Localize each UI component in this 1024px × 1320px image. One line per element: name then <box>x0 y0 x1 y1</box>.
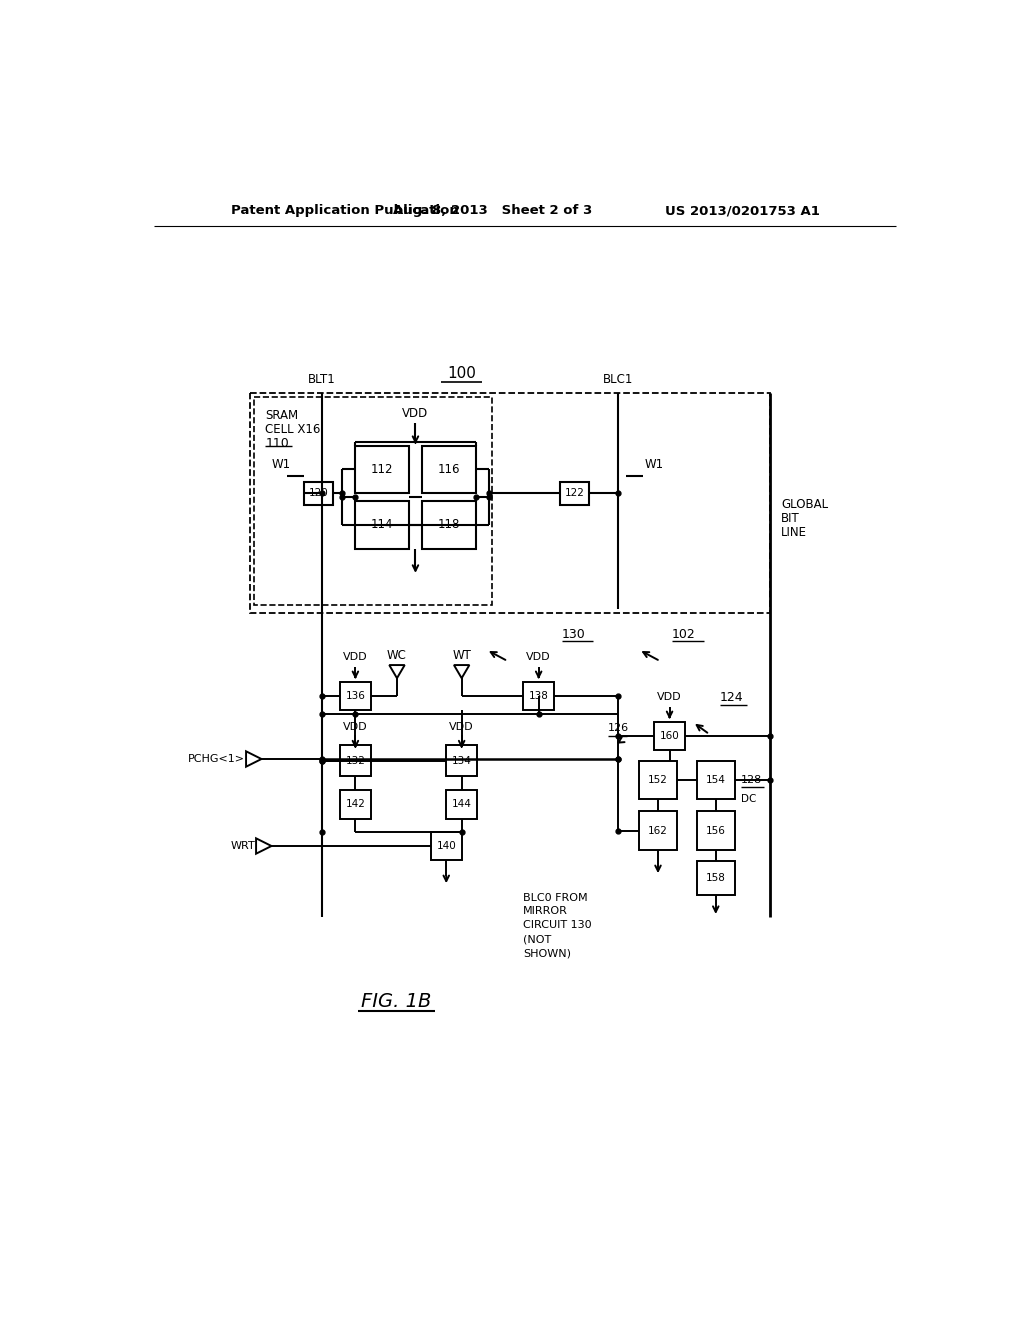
Bar <box>422 502 475 549</box>
Text: SHOWN): SHOWN) <box>523 948 571 958</box>
Bar <box>654 722 685 750</box>
Text: GLOBAL: GLOBAL <box>781 499 828 511</box>
Text: BLT1: BLT1 <box>307 372 336 385</box>
Bar <box>254 397 493 605</box>
Text: WT: WT <box>453 648 471 661</box>
Text: FIG. 1B: FIG. 1B <box>361 993 431 1011</box>
Text: WRT: WRT <box>230 841 255 851</box>
Polygon shape <box>389 665 404 678</box>
Text: VDD: VDD <box>402 407 429 420</box>
Bar <box>639 812 677 850</box>
Text: 136: 136 <box>345 690 366 701</box>
Text: 100: 100 <box>447 367 476 381</box>
Text: 116: 116 <box>437 463 460 477</box>
Text: WC: WC <box>387 648 407 661</box>
Text: Patent Application Publication: Patent Application Publication <box>230 205 459 218</box>
Bar <box>696 861 735 895</box>
Bar <box>355 446 410 494</box>
Text: 126: 126 <box>608 723 629 733</box>
Bar <box>523 682 554 710</box>
Bar <box>446 744 477 776</box>
Text: 132: 132 <box>345 755 366 766</box>
Bar <box>250 393 770 612</box>
Text: PCHG<1>: PCHG<1> <box>187 754 245 764</box>
Bar <box>431 832 462 859</box>
Bar <box>560 482 590 506</box>
Text: 122: 122 <box>565 488 585 499</box>
Polygon shape <box>256 838 271 854</box>
Bar <box>304 482 333 506</box>
Text: SRAM: SRAM <box>265 409 298 421</box>
Bar <box>355 502 410 549</box>
Bar <box>696 812 735 850</box>
Text: 152: 152 <box>648 775 668 785</box>
Text: W1: W1 <box>644 458 664 471</box>
Text: 114: 114 <box>371 519 393 532</box>
Text: 154: 154 <box>706 775 726 785</box>
Text: 124: 124 <box>720 690 743 704</box>
Text: 144: 144 <box>452 800 472 809</box>
Text: CIRCUIT 130: CIRCUIT 130 <box>523 920 592 931</box>
Text: US 2013/0201753 A1: US 2013/0201753 A1 <box>665 205 819 218</box>
Text: BLC0 FROM: BLC0 FROM <box>523 892 588 903</box>
Text: 110: 110 <box>265 437 289 450</box>
Polygon shape <box>454 665 469 678</box>
Text: CELL X16: CELL X16 <box>265 422 321 436</box>
Text: Aug. 8, 2013   Sheet 2 of 3: Aug. 8, 2013 Sheet 2 of 3 <box>393 205 592 218</box>
Text: 142: 142 <box>345 800 366 809</box>
Text: 160: 160 <box>659 731 680 741</box>
Text: VDD: VDD <box>343 652 368 663</box>
Bar <box>340 682 371 710</box>
Text: BLC1: BLC1 <box>603 372 633 385</box>
Text: 128: 128 <box>741 775 763 785</box>
Bar <box>422 446 475 494</box>
Text: DC: DC <box>741 795 757 804</box>
Text: VDD: VDD <box>450 722 474 731</box>
Text: 134: 134 <box>452 755 472 766</box>
Text: 158: 158 <box>706 873 726 883</box>
Text: 112: 112 <box>371 463 393 477</box>
Text: VDD: VDD <box>526 652 551 663</box>
Text: W1: W1 <box>271 458 290 471</box>
Bar <box>340 789 371 818</box>
Text: MIRROR: MIRROR <box>523 907 568 916</box>
Text: VDD: VDD <box>343 722 368 731</box>
Text: LINE: LINE <box>781 527 807 539</box>
Bar <box>340 744 371 776</box>
Polygon shape <box>246 751 261 767</box>
Text: 162: 162 <box>648 825 668 836</box>
Text: BIT: BIT <box>781 512 800 525</box>
Text: 140: 140 <box>436 841 456 851</box>
Text: VDD: VDD <box>657 693 682 702</box>
Text: (NOT: (NOT <box>523 935 552 944</box>
Text: 120: 120 <box>308 488 329 499</box>
Text: 102: 102 <box>672 628 695 640</box>
Text: 130: 130 <box>562 628 586 640</box>
Text: 138: 138 <box>528 690 549 701</box>
Bar <box>446 789 477 818</box>
Text: 156: 156 <box>706 825 726 836</box>
Bar <box>696 760 735 799</box>
Text: 118: 118 <box>437 519 460 532</box>
Bar <box>639 760 677 799</box>
